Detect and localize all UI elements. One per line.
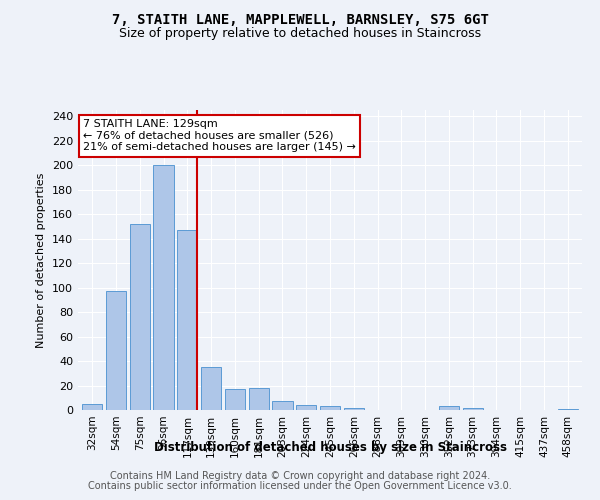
Bar bbox=[154, 165, 173, 410]
Bar bbox=[82, 404, 103, 410]
Text: Size of property relative to detached houses in Staincross: Size of property relative to detached ho… bbox=[119, 28, 481, 40]
Bar bbox=[201, 367, 221, 410]
Bar bbox=[320, 406, 340, 410]
Bar bbox=[344, 408, 364, 410]
Y-axis label: Number of detached properties: Number of detached properties bbox=[37, 172, 46, 348]
Bar bbox=[557, 409, 578, 410]
Bar bbox=[272, 402, 293, 410]
Text: Distribution of detached houses by size in Staincross: Distribution of detached houses by size … bbox=[154, 441, 506, 454]
Bar bbox=[106, 291, 126, 410]
Bar bbox=[177, 230, 197, 410]
Bar bbox=[130, 224, 150, 410]
Bar bbox=[225, 389, 245, 410]
Text: Contains public sector information licensed under the Open Government Licence v3: Contains public sector information licen… bbox=[88, 481, 512, 491]
Bar bbox=[463, 408, 483, 410]
Bar bbox=[296, 405, 316, 410]
Text: 7 STAITH LANE: 129sqm
← 76% of detached houses are smaller (526)
21% of semi-det: 7 STAITH LANE: 129sqm ← 76% of detached … bbox=[83, 119, 356, 152]
Bar bbox=[248, 388, 269, 410]
Text: 7, STAITH LANE, MAPPLEWELL, BARNSLEY, S75 6GT: 7, STAITH LANE, MAPPLEWELL, BARNSLEY, S7… bbox=[112, 12, 488, 26]
Bar bbox=[439, 406, 459, 410]
Text: Contains HM Land Registry data © Crown copyright and database right 2024.: Contains HM Land Registry data © Crown c… bbox=[110, 471, 490, 481]
